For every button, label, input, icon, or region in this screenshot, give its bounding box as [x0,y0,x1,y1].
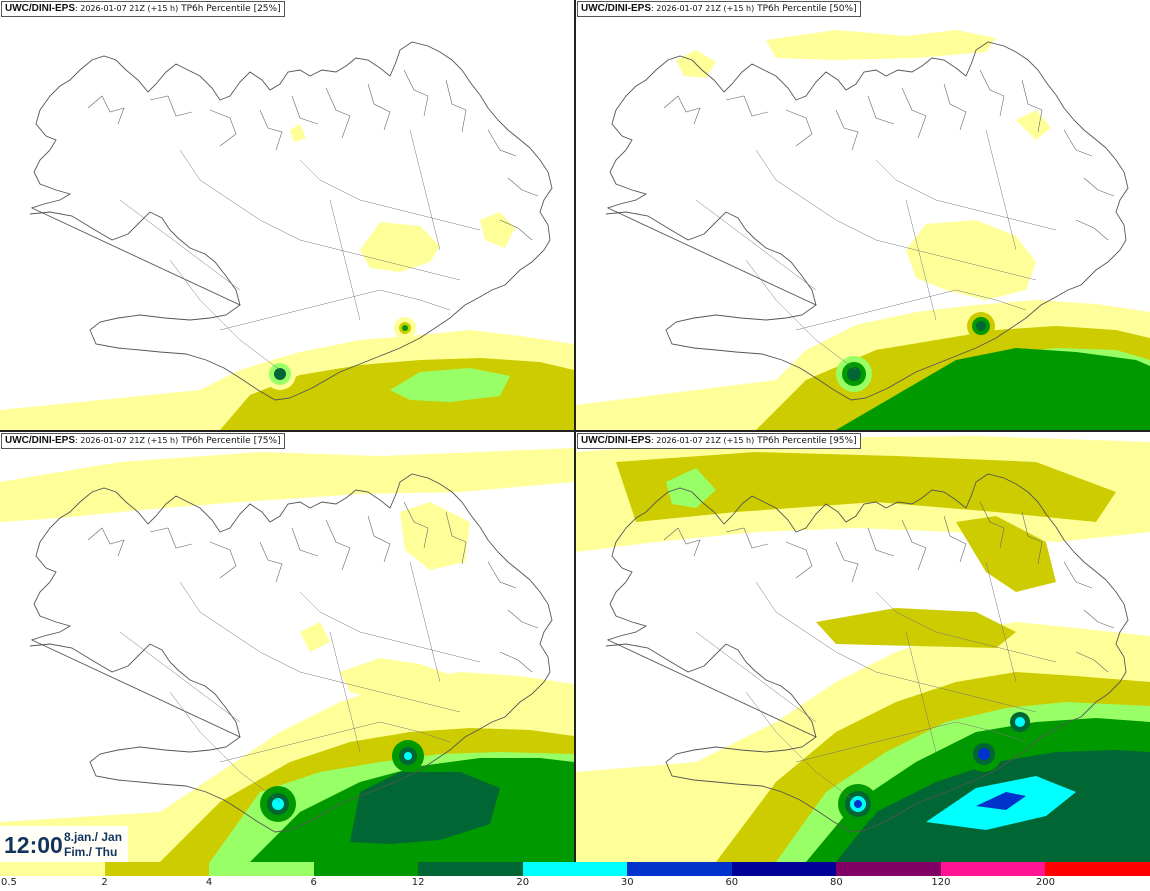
panel-title-p95: UWC/DINI-EPS: 2026-01-07 21Z (+15 h) TP6… [577,433,861,449]
precip-field-p75 [0,448,574,862]
field-name: TP6h Percentile [25%] [181,4,281,14]
colorbar-segment [940,862,1046,876]
map-panel-p25: UWC/DINI-EPS: 2026-01-07 21Z (+15 h) TP6… [0,0,574,430]
model-name: UWC/DINI-EPS [5,3,75,14]
colorbar-segment [418,862,523,876]
precip-map-p95 [576,436,1150,862]
colorbar-segment [313,862,419,876]
field-name: TP6h Percentile [50%] [757,4,857,14]
field-name: TP6h Percentile [75%] [181,436,281,446]
colorbar-tick-label: 60 [725,877,739,888]
colorbar-segment [836,862,941,876]
run-info: : 2026-01-07 21Z (+15 h) [651,4,755,13]
panel-title-p25: UWC/DINI-EPS: 2026-01-07 21Z (+15 h) TP6… [1,1,285,17]
colorbar-tick-label: 80 [829,877,843,888]
colorbar-segment [731,862,837,876]
colorbar-segment [0,862,105,876]
run-info: : 2026-01-07 21Z (+15 h) [75,436,179,445]
colorbar-segment [1045,862,1150,876]
colorbar-segment [209,862,314,876]
colorbar-tick-label: 2 [101,877,108,888]
precip-field-p25 [0,124,574,430]
colorbar-segment [627,862,732,876]
model-name: UWC/DINI-EPS [581,3,651,14]
valid-time: 12:00 [4,832,63,858]
colorbar-tick-label: 4 [205,877,213,888]
map-panel-p50: UWC/DINI-EPS: 2026-01-07 21Z (+15 h) TP6… [576,0,1150,430]
panel-divider-horizontal [0,430,1150,432]
colorbar [0,862,1150,876]
precip-map-p50 [576,30,1150,430]
colorbar-tick-label: 12 [411,877,425,888]
valid-date-line1: 8.jan./ Jan [64,830,123,844]
colorbar-ticks: 0.5 2 4 6 12 20 30 60 80 120 200 [0,877,1150,891]
model-name: UWC/DINI-EPS [581,435,651,446]
precip-field-p95 [576,436,1150,862]
colorbar-segment [104,862,210,876]
run-info: : 2026-01-07 21Z (+15 h) [75,4,179,13]
run-info: : 2026-01-07 21Z (+15 h) [651,436,755,445]
valid-date-line2: Fim./ Thu [64,845,118,859]
precip-map-p25 [0,41,574,430]
colorbar-tick-label: 20 [516,877,530,888]
colorbar-segment [522,862,628,876]
map-panel-p75: UWC/DINI-EPS: 2026-01-07 21Z (+15 h) TP6… [0,432,574,862]
colorbar-tick-label: 6 [310,877,317,888]
map-panel-p95: UWC/DINI-EPS: 2026-01-07 21Z (+15 h) TP6… [576,432,1150,862]
panel-title-p75: UWC/DINI-EPS: 2026-01-07 21Z (+15 h) TP6… [1,433,285,449]
colorbar-tick-label: 200 [1035,877,1055,888]
colorbar-tick-label: 30 [620,877,634,888]
valid-time-box: 12:00 8.jan./ Jan Fim./ Thu [0,826,128,862]
precip-map-p75 [0,448,574,862]
precip-field-p50 [576,30,1150,430]
colorbar-tick-label: 0.5 [1,877,17,888]
model-name: UWC/DINI-EPS [5,435,75,446]
field-name: TP6h Percentile [95%] [757,436,857,446]
colorbar-tick-label: 120 [931,877,951,888]
panel-title-p50: UWC/DINI-EPS: 2026-01-07 21Z (+15 h) TP6… [577,1,861,17]
